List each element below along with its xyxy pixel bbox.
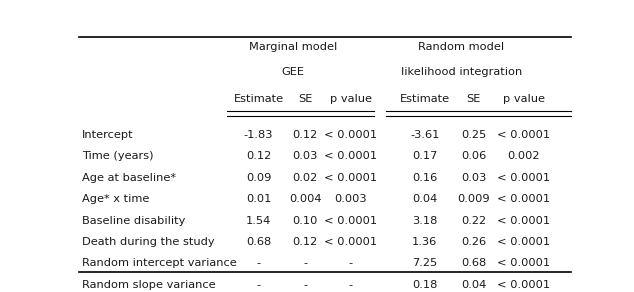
Text: 0.002: 0.002 xyxy=(508,152,540,161)
Text: 3.18: 3.18 xyxy=(412,215,437,225)
Text: 1.54: 1.54 xyxy=(246,215,271,225)
Text: < 0.0001: < 0.0001 xyxy=(325,130,377,140)
Text: 0.009: 0.009 xyxy=(458,194,490,204)
Text: < 0.0001: < 0.0001 xyxy=(497,173,550,183)
Text: < 0.0001: < 0.0001 xyxy=(497,280,550,290)
Text: 0.68: 0.68 xyxy=(246,237,271,247)
Text: 0.03: 0.03 xyxy=(292,152,318,161)
Text: likelihood integration: likelihood integration xyxy=(401,67,522,77)
Text: Age at baseline*: Age at baseline* xyxy=(82,173,176,183)
Text: p value: p value xyxy=(330,94,372,104)
Text: < 0.0001: < 0.0001 xyxy=(325,152,377,161)
Text: 0.16: 0.16 xyxy=(412,173,437,183)
Text: Random model: Random model xyxy=(418,42,505,52)
Text: 0.09: 0.09 xyxy=(246,173,271,183)
Text: < 0.0001: < 0.0001 xyxy=(325,237,377,247)
Text: < 0.0001: < 0.0001 xyxy=(497,215,550,225)
Text: 0.17: 0.17 xyxy=(412,152,437,161)
Text: < 0.0001: < 0.0001 xyxy=(497,237,550,247)
Text: 0.12: 0.12 xyxy=(293,130,318,140)
Text: Time (years): Time (years) xyxy=(82,152,153,161)
Text: -: - xyxy=(257,258,261,268)
Text: -: - xyxy=(303,280,307,290)
Text: SE: SE xyxy=(467,94,481,104)
Text: 0.01: 0.01 xyxy=(246,194,271,204)
Text: 0.004: 0.004 xyxy=(289,194,321,204)
Text: 0.22: 0.22 xyxy=(462,215,486,225)
Text: -: - xyxy=(349,258,353,268)
Text: 0.04: 0.04 xyxy=(412,194,437,204)
Text: -: - xyxy=(257,280,261,290)
Text: 0.18: 0.18 xyxy=(412,280,437,290)
Text: GEE: GEE xyxy=(281,67,304,77)
Text: 1.36: 1.36 xyxy=(412,237,437,247)
Text: < 0.0001: < 0.0001 xyxy=(497,130,550,140)
Text: Random slope variance: Random slope variance xyxy=(82,280,216,290)
Text: < 0.0001: < 0.0001 xyxy=(325,215,377,225)
Text: 0.10: 0.10 xyxy=(292,215,318,225)
Text: 0.25: 0.25 xyxy=(461,130,486,140)
Text: 0.12: 0.12 xyxy=(293,237,318,247)
Text: -3.61: -3.61 xyxy=(410,130,439,140)
Text: p value: p value xyxy=(503,94,545,104)
Text: Estimate: Estimate xyxy=(399,94,450,104)
Text: 0.26: 0.26 xyxy=(462,237,486,247)
Text: 0.06: 0.06 xyxy=(461,152,486,161)
Text: Intercept: Intercept xyxy=(82,130,133,140)
Text: 0.02: 0.02 xyxy=(293,173,318,183)
Text: 0.003: 0.003 xyxy=(335,194,367,204)
Text: 7.25: 7.25 xyxy=(412,258,437,268)
Text: 0.04: 0.04 xyxy=(461,280,486,290)
Text: 0.12: 0.12 xyxy=(246,152,271,161)
Text: SE: SE xyxy=(298,94,313,104)
Text: < 0.0001: < 0.0001 xyxy=(325,173,377,183)
Text: Baseline disability: Baseline disability xyxy=(82,215,185,225)
Text: < 0.0001: < 0.0001 xyxy=(497,258,550,268)
Text: 0.03: 0.03 xyxy=(461,173,486,183)
Text: 0.68: 0.68 xyxy=(461,258,486,268)
Text: Age* x time: Age* x time xyxy=(82,194,149,204)
Text: Marginal model: Marginal model xyxy=(249,42,337,52)
Text: < 0.0001: < 0.0001 xyxy=(497,194,550,204)
Text: Estimate: Estimate xyxy=(233,94,283,104)
Text: Death during the study: Death during the study xyxy=(82,237,214,247)
Text: -: - xyxy=(349,280,353,290)
Text: -: - xyxy=(303,258,307,268)
Text: -1.83: -1.83 xyxy=(244,130,273,140)
Text: Random intercept variance: Random intercept variance xyxy=(82,258,236,268)
